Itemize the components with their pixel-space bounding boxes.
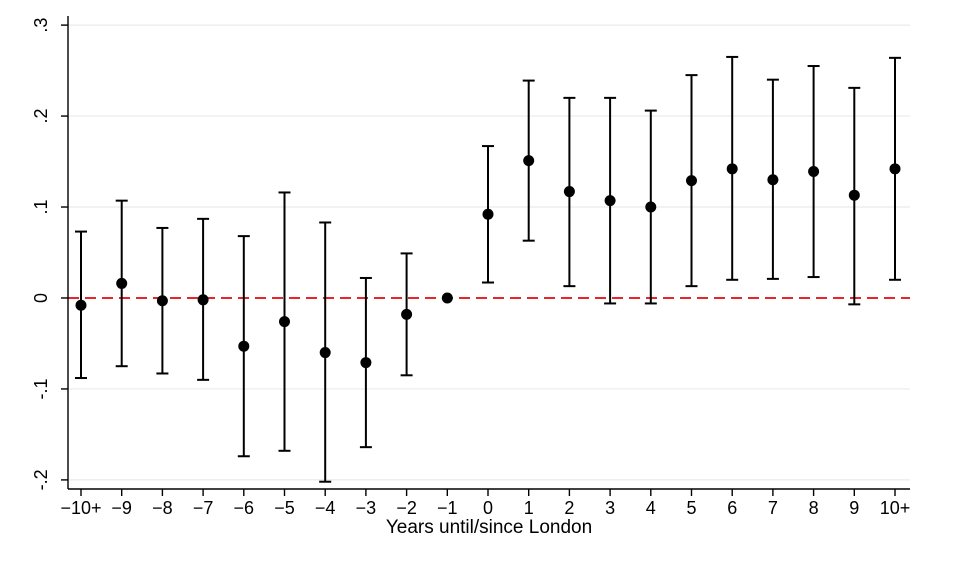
- x-tick-label: 1: [524, 498, 534, 518]
- x-tick-label: 4: [646, 498, 656, 518]
- point-estimate: [279, 316, 290, 328]
- point-estimate: [808, 166, 820, 178]
- x-tick-label: −8: [152, 498, 173, 518]
- y-tick-label: -.1: [31, 378, 51, 399]
- x-tick-label: 8: [809, 498, 819, 518]
- x-tick-label: −4: [315, 498, 336, 518]
- x-tick-label: 2: [564, 498, 574, 518]
- x-tick-label: 5: [686, 498, 696, 518]
- y-tick-label: .2: [31, 109, 51, 124]
- x-tick-label: 7: [768, 498, 778, 518]
- point-estimate: [197, 294, 209, 306]
- x-tick-label: 10+: [880, 498, 911, 518]
- point-estimate: [482, 208, 494, 220]
- point-estimate: [75, 299, 87, 311]
- y-axis: -.2 -.1 0 .1 .2 .3: [31, 16, 69, 490]
- x-axis-title: Years until/since London: [386, 517, 592, 538]
- y-tick-label: .1: [31, 200, 51, 215]
- x-tick-label: −7: [193, 498, 214, 518]
- point-estimate: [726, 163, 738, 175]
- x-axis: −10+ −9 −8 −7 −6 −5 −4 −3 −2 −1 0 1 2 3 4 5 6 7 8 9 10+: [60, 488, 911, 518]
- y-tick-label: -.2: [31, 469, 51, 490]
- y-tick-label: .3: [31, 18, 51, 33]
- data-marks: [75, 55, 901, 483]
- x-tick-label: −6: [234, 498, 255, 518]
- point-estimate: [604, 195, 616, 207]
- x-tick-label: 6: [727, 498, 737, 518]
- point-estimate: [401, 308, 413, 320]
- x-tick-label: −9: [111, 498, 132, 518]
- x-tick-label: 0: [483, 498, 493, 518]
- x-tick-label: −2: [396, 498, 417, 518]
- point-estimate: [238, 340, 250, 352]
- x-tick-label: 9: [849, 498, 859, 518]
- y-tick-label: 0: [31, 293, 51, 303]
- point-estimate: [360, 357, 372, 369]
- x-tick-label: −5: [274, 498, 295, 518]
- point-estimate: [319, 347, 331, 359]
- x-tick-label: −1: [437, 498, 458, 518]
- point-estimate: [156, 295, 168, 307]
- x-tick-label: −3: [356, 498, 377, 518]
- x-tick-label: −10+: [60, 498, 101, 518]
- point-estimate: [441, 292, 453, 304]
- point-estimate: [116, 277, 128, 289]
- point-estimate: [645, 201, 657, 213]
- x-tick-label: 3: [605, 498, 615, 518]
- point-estimate: [523, 155, 535, 167]
- point-estimate: [563, 186, 575, 198]
- point-estimate: [889, 163, 901, 175]
- point-estimate: [686, 175, 697, 187]
- point-estimate: [767, 174, 779, 186]
- point-estimate: [848, 189, 860, 201]
